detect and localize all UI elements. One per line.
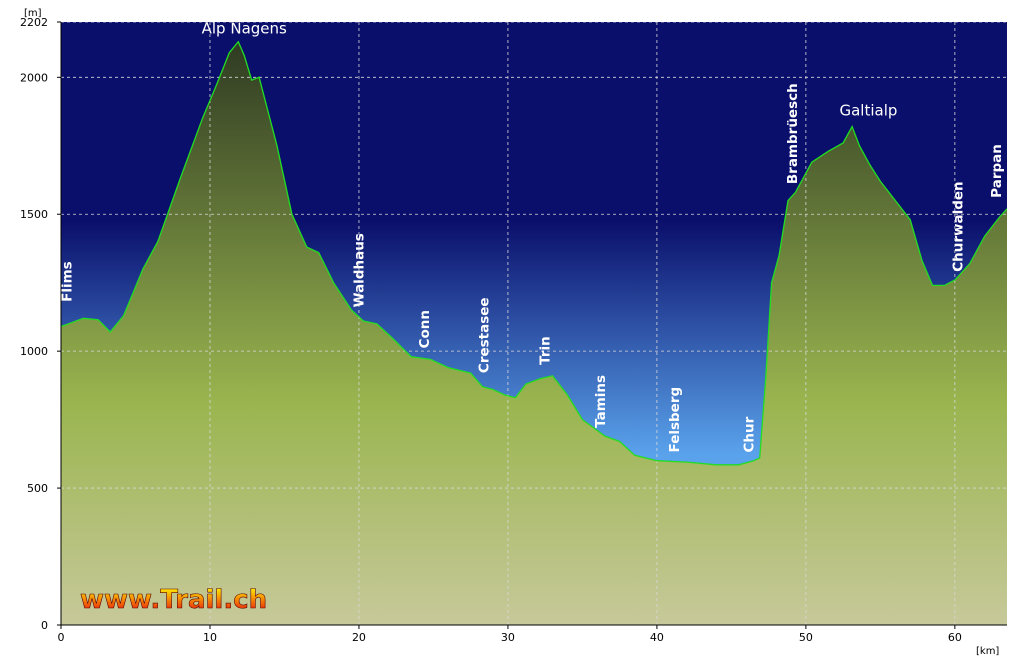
terrain-area [61, 41, 1007, 625]
place-label: Conn [417, 310, 433, 348]
x-tick-label: 10 [203, 631, 217, 644]
y-axis-unit-label: [m] [24, 8, 42, 19]
place-label: Flims [59, 261, 75, 302]
y-tick-label: 500 [27, 482, 48, 495]
place-label: Tamins [593, 375, 609, 428]
place-label: Waldhaus [351, 233, 367, 307]
place-label: Parpan [989, 144, 1005, 198]
x-tick-label: 0 [58, 631, 65, 644]
x-tick-label: 60 [948, 631, 962, 644]
x-tick-label: 30 [501, 631, 515, 644]
watermark: www.Trail.ch [80, 585, 267, 615]
place-label: Felsberg [667, 387, 683, 453]
peak-label: Galtialp [839, 102, 897, 120]
y-tick-label: 2202 [20, 16, 48, 29]
axis-tick-labels: 0 10 20 30 40 50 60 0 500 1000 1500 2000 2202 [20, 16, 962, 644]
x-tick-label: 50 [799, 631, 813, 644]
grid-lines [61, 22, 1007, 625]
place-label: Trin [538, 336, 554, 365]
y-tick-label: 2000 [20, 71, 48, 84]
place-annotations: Flims Waldhaus Conn Crestasee Trin Tamins Fels… [59, 20, 1005, 453]
x-tick-label: 40 [650, 631, 664, 644]
peak-label: Alp Nagens [202, 20, 287, 38]
axis-ticks [57, 21, 956, 629]
place-label: Churwalden [950, 181, 966, 271]
place-label: Chur [742, 416, 758, 452]
x-axis-unit-label: [km] [976, 646, 999, 657]
place-label: Brambrüesch [785, 83, 801, 184]
y-tick-label: 1500 [20, 208, 48, 221]
elevation-profile-line [61, 40, 1007, 466]
y-tick-label: 1000 [20, 345, 48, 358]
place-label: Crestasee [477, 297, 493, 373]
x-tick-label: 20 [352, 631, 366, 644]
y-tick-label: 0 [41, 619, 48, 632]
